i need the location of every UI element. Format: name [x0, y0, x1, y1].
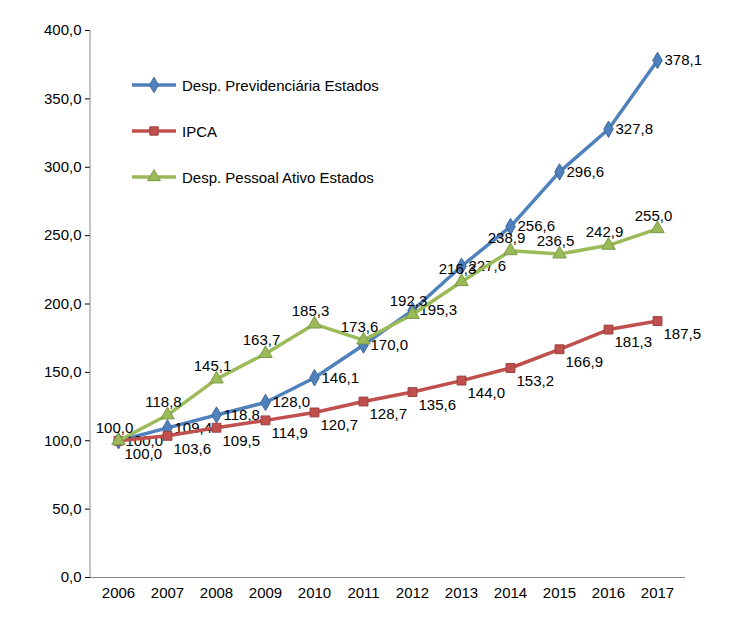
svg-text:109,4: 109,4	[174, 418, 212, 436]
svg-text:118,8: 118,8	[145, 393, 181, 410]
svg-text:250,0: 250,0	[44, 226, 82, 243]
html-text:Desp. Pessoal Ativo Estados: Desp. Pessoal Ativo Estados	[182, 168, 374, 186]
svg-text:200,0: 200,0	[44, 295, 82, 312]
html-text:IPCA: IPCA	[182, 122, 217, 140]
svg-text:145,1: 145,1	[194, 357, 232, 374]
svg-text:2010: 2010	[298, 584, 331, 601]
svg-text:100,0: 100,0	[125, 445, 163, 462]
svg-text:300,0: 300,0	[44, 158, 82, 175]
svg-text:296,6: 296,6	[567, 163, 605, 180]
svg-text:256,6: 256,6	[517, 217, 555, 235]
svg-text:350,0: 350,0	[44, 90, 82, 107]
svg-text:400,0: 400,0	[44, 21, 82, 38]
svg-text:187,5: 187,5	[664, 325, 702, 342]
svg-text:100,0: 100,0	[44, 432, 82, 449]
svg-text:0,0: 0,0	[61, 568, 82, 585]
svg-text:100,0: 100,0	[96, 419, 134, 436]
svg-text:181,3: 181,3	[615, 333, 653, 350]
svg-text:2017: 2017	[641, 584, 674, 601]
svg-text:146,1: 146,1	[322, 369, 360, 386]
svg-text:109,5: 109,5	[223, 432, 261, 449]
svg-text:2013: 2013	[445, 584, 478, 601]
svg-text:153,2: 153,2	[517, 372, 555, 389]
svg-text:378,1: 378,1	[665, 51, 703, 68]
svg-text:118,8: 118,8	[223, 405, 260, 423]
svg-text:150,0: 150,0	[44, 363, 82, 380]
svg-text:238,9: 238,9	[488, 229, 526, 246]
svg-text:50,0: 50,0	[52, 500, 81, 517]
svg-text:2015: 2015	[543, 584, 576, 601]
svg-text:2006: 2006	[102, 584, 135, 601]
svg-text:2008: 2008	[200, 584, 233, 601]
svg-text:173,6: 173,6	[341, 318, 379, 335]
svg-text:216,3: 216,3	[439, 260, 477, 277]
svg-text:2011: 2011	[347, 584, 379, 601]
svg-text:2007: 2007	[151, 584, 184, 601]
svg-text:185,3: 185,3	[292, 302, 330, 319]
svg-text:327,8: 327,8	[616, 120, 654, 137]
svg-text:255,0: 255,0	[635, 207, 673, 224]
svg-text:166,9: 166,9	[566, 353, 604, 370]
svg-text:128,0: 128,0	[273, 393, 311, 410]
svg-text:103,6: 103,6	[174, 440, 212, 457]
svg-text:2014: 2014	[494, 584, 527, 601]
svg-text:195,3: 195,3	[419, 301, 457, 319]
svg-text:120,7: 120,7	[321, 416, 359, 433]
svg-text:242,9: 242,9	[586, 223, 624, 240]
svg-text:114,9: 114,9	[272, 424, 308, 441]
svg-text:170,0: 170,0	[371, 336, 409, 353]
svg-text:135,6: 135,6	[419, 396, 457, 413]
svg-text:2016: 2016	[592, 584, 625, 601]
svg-text:236,5: 236,5	[537, 232, 575, 249]
html-text:Desp. Previdenciária Estados: Desp. Previdenciária Estados	[182, 76, 379, 94]
svg-text:128,7: 128,7	[370, 405, 408, 422]
svg-text:2009: 2009	[249, 584, 282, 601]
svg-text:163,7: 163,7	[243, 331, 281, 348]
svg-text:192,3: 192,3	[390, 292, 428, 309]
svg-text:2012: 2012	[396, 584, 429, 601]
svg-text:144,0: 144,0	[468, 384, 506, 401]
